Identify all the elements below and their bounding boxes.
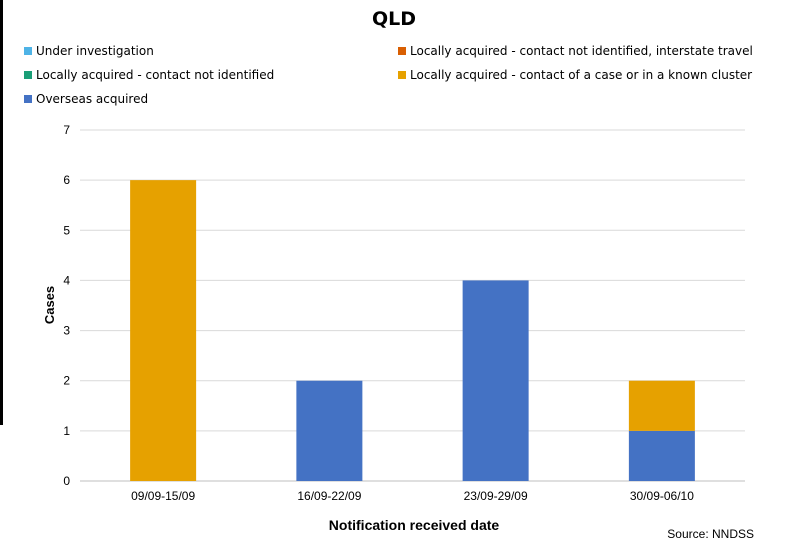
legend-label: Under investigation <box>36 44 154 58</box>
bar-segment <box>628 380 695 431</box>
legend-label: Overseas acquired <box>36 92 149 106</box>
x-tick-label: 09/09-15/09 <box>131 489 195 503</box>
y-tick-label: 1 <box>63 424 70 438</box>
legend-swatch-contact-not-identified <box>24 71 32 79</box>
chart-title: QLD <box>371 8 417 30</box>
legend-item-known-cluster: Locally acquired - contact of a case or … <box>398 68 752 82</box>
legend-label: Locally acquired - contact not identifie… <box>410 44 753 58</box>
legend-swatch-interstate-travel <box>398 47 406 55</box>
x-tick-label: 30/09-06/10 <box>630 489 694 503</box>
y-tick-label: 6 <box>63 173 70 187</box>
bar-segment <box>296 380 363 481</box>
y-tick-label: 3 <box>63 324 70 338</box>
y-tick-label: 5 <box>63 223 70 237</box>
y-tick-label: 7 <box>63 123 70 137</box>
legend-swatch-under-investigation <box>24 47 32 55</box>
x-tick-label: 23/09-29/09 <box>464 489 528 503</box>
bar-segment <box>130 180 197 481</box>
legend-item-under-investigation: Under investigation <box>24 44 154 58</box>
legend-swatch-known-cluster <box>398 71 406 79</box>
x-axis-label: Notification received date <box>329 517 500 533</box>
y-tick-label: 0 <box>63 474 70 488</box>
left-border-line <box>0 0 3 425</box>
y-tick-labels: 0 1 2 3 4 5 6 7 <box>63 123 70 488</box>
legend-item-contact-not-identified: Locally acquired - contact not identifie… <box>24 68 274 82</box>
y-tick-label: 4 <box>63 273 70 287</box>
y-tick-label: 2 <box>63 374 70 388</box>
bar-segment <box>462 280 529 481</box>
legend-label: Locally acquired - contact of a case or … <box>410 68 753 82</box>
x-tick-label: 16/09-22/09 <box>297 489 361 503</box>
legend-item-overseas-acquired: Overseas acquired <box>24 92 148 106</box>
x-tick-labels: 09/09-15/09 16/09-22/09 23/09-29/09 30/09-0… <box>131 489 694 503</box>
bar-segment <box>628 430 695 481</box>
legend-label: Locally acquired - contact not identifie… <box>36 68 275 82</box>
bars <box>130 180 695 481</box>
source-note: Source: NNDSS <box>667 527 754 538</box>
y-axis-label: Cases <box>42 286 57 324</box>
legend-swatch-overseas-acquired <box>24 95 32 103</box>
legend-item-interstate-travel: Locally acquired - contact not identifie… <box>398 44 753 58</box>
